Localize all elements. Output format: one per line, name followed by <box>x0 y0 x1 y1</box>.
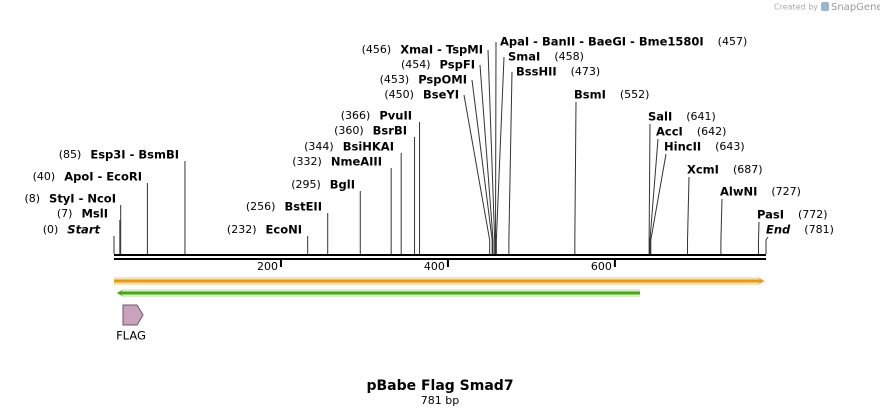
feature-label: FLAG <box>116 329 146 343</box>
site-line <box>720 198 723 254</box>
site-position: (781) <box>804 223 834 236</box>
site-line <box>463 94 491 254</box>
site-line <box>487 49 496 254</box>
credit: Created by SnapGene <box>774 2 880 13</box>
site-position: (727) <box>771 185 801 198</box>
tick-label: 400 <box>424 260 445 273</box>
site-name: XcmI <box>687 163 719 177</box>
site-position: (641) <box>686 110 716 123</box>
site-line <box>649 138 659 254</box>
brand: SnapGene <box>831 2 880 13</box>
site-line <box>687 176 690 254</box>
site-name: HincII <box>664 140 701 154</box>
site-position: (456) <box>362 43 392 56</box>
site-position: (552) <box>620 88 650 101</box>
feature-green <box>116 289 640 297</box>
ruler-ticks: 200 400 600 <box>257 259 616 273</box>
site-position: (332) <box>292 155 322 168</box>
site-name: XmaI - TspMI <box>400 43 483 57</box>
site-name: ApaI - BanII - BaeGI - Bme1580I <box>500 35 704 49</box>
site-position: (232) <box>227 223 257 236</box>
site-position: (360) <box>334 124 364 137</box>
site-position: (256) <box>246 200 276 213</box>
site-position: (687) <box>733 163 763 176</box>
site-name: End <box>766 223 791 237</box>
site-position: (454) <box>401 58 431 71</box>
site-position: (366) <box>341 109 371 122</box>
site-position: (453) <box>380 73 410 86</box>
ruler-top <box>114 254 766 256</box>
site-line <box>508 71 513 254</box>
site-position: (772) <box>798 208 828 221</box>
tick-label: 200 <box>257 260 278 273</box>
site-name: Start <box>67 223 100 237</box>
site-name: BsiHKAI <box>343 140 394 154</box>
site-line <box>765 236 769 254</box>
site-name: BseYI <box>423 88 459 102</box>
title: pBabe Flag Smad7 <box>366 378 513 394</box>
logo <box>821 2 829 11</box>
site-name: MslI <box>81 207 108 221</box>
feature-arrow <box>114 277 764 285</box>
site-line <box>574 101 577 254</box>
sites: Start (0) MslI (7)StyI - NcoI (8) ApoI - EcoR… <box>24 35 834 254</box>
site-name: SmaI <box>508 50 540 64</box>
site-position: (458) <box>554 50 584 63</box>
site-position: (450) <box>384 88 414 101</box>
site-name: ApoI - EcoRI <box>64 170 142 184</box>
site-position: (473) <box>571 65 601 78</box>
site-position: (344) <box>304 140 334 153</box>
site-line <box>471 79 493 254</box>
site-position: (7) <box>57 207 73 220</box>
site-name: BssHII <box>516 65 557 79</box>
site-name: SalI <box>648 110 672 124</box>
site-line <box>479 64 494 254</box>
site-name: BsrBI <box>373 124 407 138</box>
site-line <box>757 221 760 254</box>
site-name: PvuII <box>379 109 412 123</box>
flag-arrow <box>122 304 144 326</box>
site-name: AlwNI <box>720 185 757 199</box>
site-line <box>648 123 651 254</box>
site-position: (457) <box>718 35 748 48</box>
site-name: AccI <box>656 125 683 139</box>
credit-text: Created by <box>774 3 818 12</box>
site-name: PspOMI <box>418 73 467 87</box>
feature-orange <box>114 277 766 285</box>
site-name: PasI <box>757 208 784 222</box>
site-position: (0) <box>43 223 59 236</box>
site-line <box>650 153 667 254</box>
site-name: BsmI <box>574 88 606 102</box>
site-name: PspFI <box>440 58 475 72</box>
site-position: (643) <box>715 140 745 153</box>
feature-arrow <box>117 289 640 297</box>
site-position: (85) <box>59 148 82 161</box>
site-position: (295) <box>291 178 321 191</box>
site-position: (642) <box>697 125 727 138</box>
subtitle: 781 bp <box>421 394 459 407</box>
site-position: (40) <box>33 170 56 183</box>
site-position: (8) <box>24 192 40 205</box>
ruler-bottom <box>114 258 766 260</box>
site-name: BglI <box>330 178 355 192</box>
site-name: StyI - NcoI <box>49 192 116 206</box>
site-line <box>495 56 505 254</box>
site-name: Esp3I - BsmBI <box>90 148 179 162</box>
site-name: BstEII <box>284 200 322 214</box>
site-name: EcoNI <box>266 223 302 237</box>
site-name: NmeAIII <box>331 155 382 169</box>
tick-label: 600 <box>591 260 612 273</box>
